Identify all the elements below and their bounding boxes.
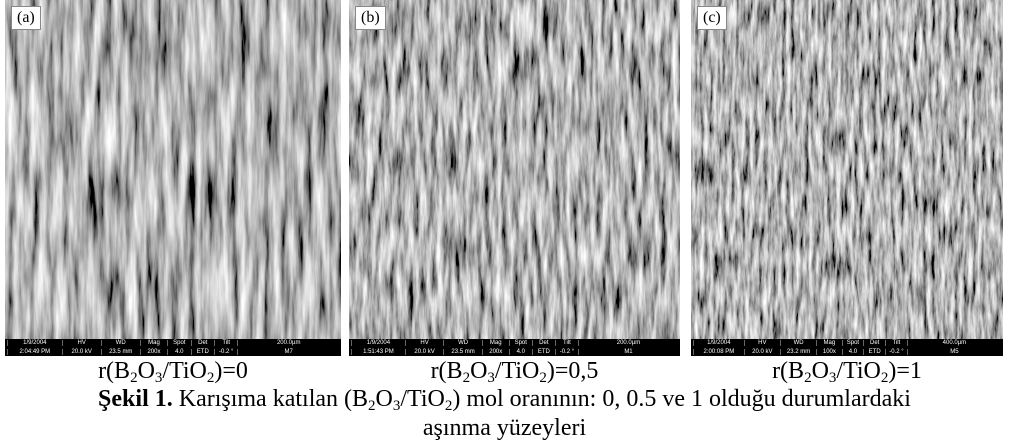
caption-text: /TiO	[495, 358, 539, 384]
panel-label: (b)	[355, 6, 386, 30]
info-text: 1/9/2004	[7, 340, 62, 346]
caption-text: r(B	[98, 358, 130, 384]
caption-text: /TiO	[836, 358, 880, 384]
caption-text: /TiO	[400, 386, 444, 412]
info-text: 100x	[816, 349, 841, 355]
info-text: WD	[101, 340, 140, 346]
caption-text: aşınma yüzeyleri	[423, 415, 586, 441]
info-text: 400.0µm	[907, 340, 1001, 346]
info-text: 2:04:49 PM	[7, 349, 62, 355]
info-text: ETD	[191, 349, 214, 355]
caption-text: O	[470, 358, 487, 384]
caption-text: O	[812, 358, 829, 384]
info-text: HV	[62, 340, 101, 346]
info-text: Spot	[509, 340, 532, 346]
info-text: 23.2 mm	[780, 349, 816, 355]
info-text: -0.2 °	[555, 349, 578, 355]
info-text: 4.0	[509, 349, 532, 355]
caption-text: /TiO	[162, 358, 206, 384]
info-text: M1	[578, 349, 678, 355]
info-text: 20.0 kV	[62, 349, 101, 355]
info-text: Mag	[140, 340, 167, 346]
caption-text: O	[376, 386, 393, 412]
info-text: 200x	[482, 349, 509, 355]
panel-label: (c)	[697, 6, 727, 30]
info-text: Tilt	[214, 340, 237, 346]
info-text: Mag	[482, 340, 509, 346]
info-text: M5	[907, 349, 1001, 355]
info-text: 23.5 mm	[443, 349, 481, 355]
info-text: HV	[405, 340, 443, 346]
subscript: 2	[463, 370, 471, 386]
subscript: 2	[539, 370, 547, 386]
caption-text: )=1	[888, 358, 922, 384]
info-text: Det	[532, 340, 555, 346]
panel-caption: r(B2O3/TiO2)=1	[691, 358, 1003, 385]
info-text: Det	[191, 340, 214, 346]
subscript: 2	[368, 398, 376, 414]
info-text: Tilt	[885, 340, 907, 346]
sem-texture	[349, 0, 680, 356]
info-text: Det	[863, 340, 885, 346]
info-text: 200x	[140, 349, 167, 355]
panel-caption: r(B2O3/TiO2)=0,5	[349, 358, 680, 385]
caption-text: ) mol oranının: 0, 0.5 ve 1 olduğu durum…	[452, 386, 911, 412]
info-text: M7	[237, 349, 339, 355]
info-text: Mag	[816, 340, 841, 346]
caption-text: O	[138, 358, 155, 384]
info-text: -0.2 °	[214, 349, 237, 355]
info-text: 4.0	[842, 349, 864, 355]
info-text: 2:00:08 PM	[693, 349, 744, 355]
caption-text: r(B	[772, 358, 804, 384]
page: (a)1/9/2004HVWDMagSpotDetTilt200.0µm2:04…	[0, 0, 1009, 448]
info-text: Spot	[167, 340, 190, 346]
sem-texture	[5, 0, 341, 356]
sem-texture	[691, 0, 1003, 356]
info-text: 23.5 mm	[101, 349, 140, 355]
info-text: Tilt	[555, 340, 578, 346]
info-text: 1/9/2004	[351, 340, 405, 346]
info-text: WD	[780, 340, 816, 346]
caption-text: )=0,5	[547, 358, 599, 384]
info-text: 1:51:43 PM	[351, 349, 405, 355]
info-text: WD	[443, 340, 481, 346]
info-text: ETD	[863, 349, 885, 355]
info-text: 1/9/2004	[693, 340, 744, 346]
info-text: 4.0	[167, 349, 190, 355]
info-text: 200.0µm	[237, 340, 339, 346]
figure-caption: Şekil 1. Karışıma katılan (B2O3/TiO2) mo…	[0, 385, 1009, 443]
info-text: Spot	[842, 340, 864, 346]
subscript: 3	[487, 370, 495, 386]
info-text: 20.0 kV	[405, 349, 443, 355]
panel-caption: r(B2O3/TiO2)=0	[5, 358, 341, 385]
caption-label: Şekil 1.	[98, 386, 173, 412]
subscript: 2	[130, 370, 138, 386]
info-text: HV	[744, 340, 780, 346]
subscript: 2	[804, 370, 812, 386]
panel-label: (a)	[11, 6, 41, 30]
info-text: -0.2 °	[885, 349, 907, 355]
caption-text: Karışıma katılan (B	[173, 386, 368, 412]
caption-text: )=0	[214, 358, 248, 384]
info-text: 200.0µm	[578, 340, 678, 346]
info-text: 20.0 kV	[744, 349, 780, 355]
info-text: ETD	[532, 349, 555, 355]
caption-text: r(B	[431, 358, 463, 384]
